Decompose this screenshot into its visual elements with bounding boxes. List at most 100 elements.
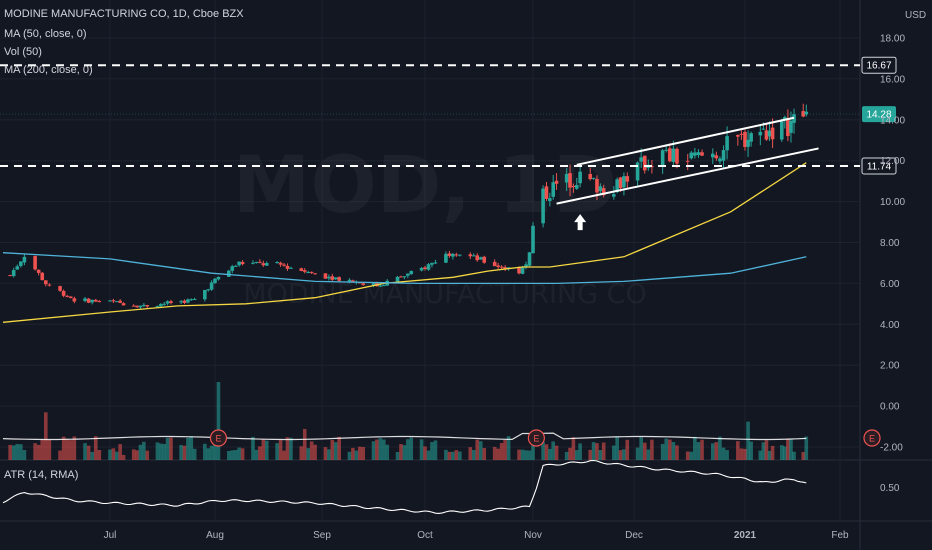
candle-body [578, 171, 582, 184]
volume-bar [169, 437, 173, 460]
candle-body [282, 264, 286, 266]
candle-body [696, 152, 701, 156]
candle-body [758, 131, 763, 136]
volume-bar [544, 444, 549, 460]
candle-body [233, 265, 238, 267]
candle-body [93, 299, 98, 302]
candle-body [622, 176, 626, 188]
candle-body [496, 265, 500, 267]
atr-tick-label: 0.50 [880, 483, 900, 494]
candle-body [83, 298, 87, 301]
volume-bar [451, 451, 455, 460]
volume-bar [240, 448, 245, 460]
ma200-legend[interactable]: MA (200, close, 0) [4, 64, 93, 76]
candle-body [471, 255, 476, 257]
candle-body [131, 305, 136, 307]
volume-bar [114, 451, 119, 460]
volume-bar [635, 447, 640, 460]
price-level-16.67: 16.67 [0, 56, 897, 74]
volume-bar [347, 451, 352, 460]
candle-body [22, 256, 27, 263]
volume-bar [402, 445, 407, 460]
volume-bar [90, 451, 94, 460]
volume-bar [313, 444, 317, 460]
candle-body [111, 300, 116, 302]
volume-bar [203, 443, 207, 460]
candle-body [541, 188, 545, 224]
volume-bar [209, 445, 214, 460]
candle-body [227, 270, 231, 277]
price-tag-text: 11.74 [867, 162, 892, 173]
price-level-14.28: 14.28 [0, 106, 896, 123]
atr-legend[interactable]: ATR (14, RMA) [4, 469, 79, 481]
currency-label: USD [905, 10, 927, 21]
volume-bar [664, 438, 669, 460]
volume-bar [517, 449, 521, 460]
price-tick-label: 12.00 [880, 156, 905, 167]
volume-bar [478, 441, 483, 460]
price-tag-box [862, 106, 896, 123]
candle-body [275, 262, 279, 264]
price-tag-text: 14.28 [866, 110, 891, 121]
volume-legend[interactable]: Vol (50) [4, 46, 42, 58]
candle-body [155, 306, 160, 308]
candle-body [685, 160, 690, 162]
candle-body [786, 118, 790, 137]
volume-bar [503, 440, 507, 460]
time-tick-label: Nov [524, 530, 542, 541]
volume-bar [482, 448, 487, 460]
candle-body [527, 252, 532, 266]
time-tick-label: Aug [206, 530, 224, 541]
price-tick-label: 8.00 [880, 238, 900, 249]
candle-body [97, 301, 102, 303]
candle-body [371, 283, 376, 285]
volume-bar [189, 436, 194, 460]
candle-body [258, 261, 262, 263]
ma50-legend[interactable]: MA (50, close, 0) [4, 28, 87, 40]
candle-body [588, 174, 593, 180]
candle-body [395, 276, 400, 282]
candle-body [721, 150, 726, 161]
candle-body [138, 305, 143, 308]
volume-bar [68, 440, 73, 460]
volume-bar [430, 442, 434, 460]
candle-body [114, 301, 119, 303]
volume-bar [354, 450, 359, 460]
volume-bar [206, 448, 211, 460]
candle-body [165, 301, 170, 304]
volume-bar [58, 450, 62, 460]
candle-body [333, 277, 338, 280]
candle-body [302, 270, 307, 272]
price-tick-label: 14.00 [880, 115, 905, 126]
earnings-circle [209, 429, 228, 447]
volume-bar [770, 445, 775, 460]
candle-body [186, 299, 190, 303]
volume-bar [639, 437, 643, 460]
candle-body [145, 305, 150, 307]
candle-body [323, 273, 328, 279]
candle-body [309, 271, 314, 273]
candle-body [142, 304, 146, 306]
volume-bar [642, 442, 647, 460]
candle-body [347, 279, 352, 282]
volume-bar [40, 439, 45, 460]
volume-bar [142, 441, 146, 460]
time-tick-label: Sep [313, 530, 331, 541]
candle-body [564, 173, 569, 183]
volume-bar [551, 441, 555, 460]
volume-bar [261, 439, 266, 460]
candle-body [482, 256, 487, 263]
volume-bar [182, 445, 187, 460]
candle-body [478, 257, 483, 260]
volume-bar [327, 449, 331, 460]
volume-bar [323, 447, 328, 460]
volume-bar [761, 442, 766, 460]
volume-bar [108, 449, 112, 460]
candle-body [11, 270, 16, 277]
candle-body [675, 148, 679, 164]
volume-bar [696, 442, 701, 460]
volume-bar [736, 441, 740, 460]
candle-body [736, 134, 740, 137]
volume-bar [289, 437, 293, 460]
